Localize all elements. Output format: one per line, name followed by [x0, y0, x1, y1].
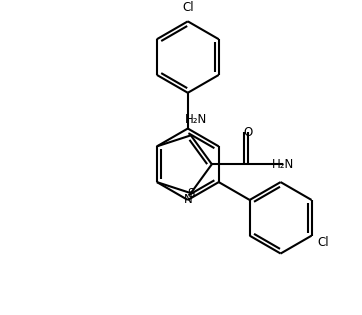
Text: S: S — [187, 186, 194, 200]
Text: H₂N: H₂N — [185, 113, 207, 126]
Text: O: O — [243, 126, 252, 139]
Text: Cl: Cl — [317, 236, 329, 249]
Text: N: N — [184, 193, 192, 206]
Text: Cl: Cl — [182, 1, 194, 14]
Text: H₂N: H₂N — [272, 158, 294, 171]
